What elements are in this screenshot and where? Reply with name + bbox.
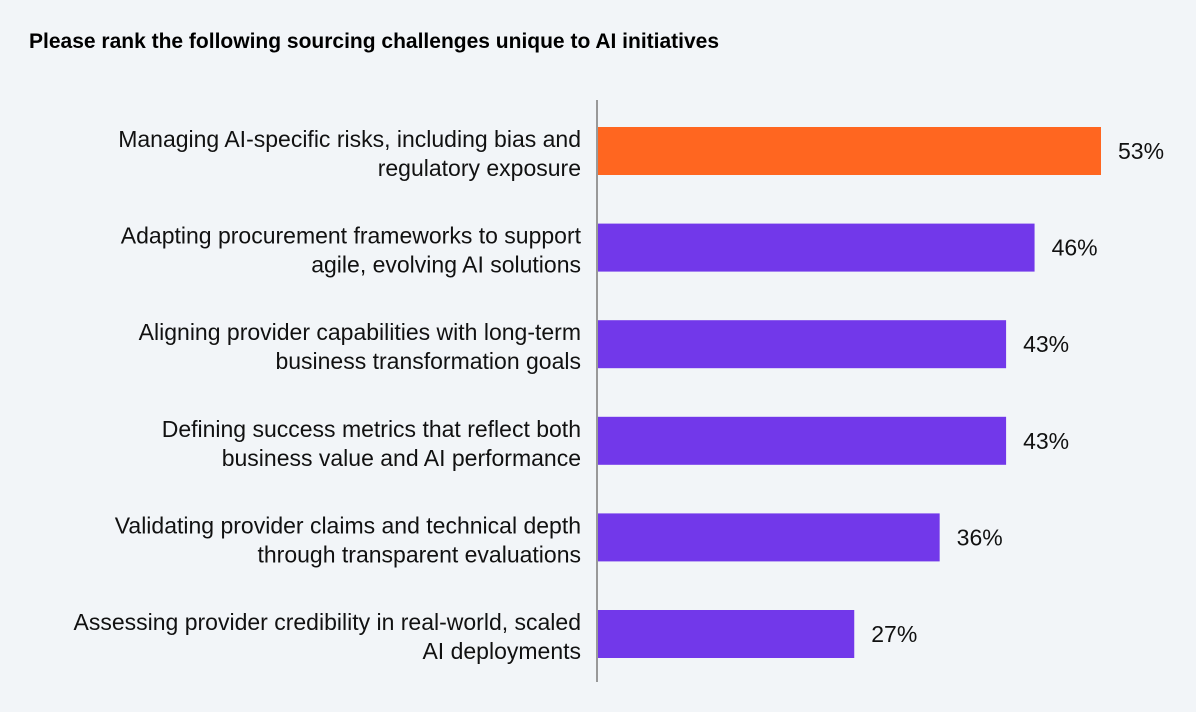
bar xyxy=(598,223,1035,272)
value-label: 36% xyxy=(957,524,1003,550)
value-label: 43% xyxy=(1023,331,1069,357)
value-label: 43% xyxy=(1023,428,1069,454)
category-label: Assessing provider credibility in real-w… xyxy=(74,609,581,664)
category-label: Defining success metrics that reflect bo… xyxy=(162,416,581,471)
category-label: Aligning provider capabilities with long… xyxy=(139,319,581,374)
chart-title: Please rank the following sourcing chall… xyxy=(29,30,720,53)
category-label: Adapting procurement frameworks to suppo… xyxy=(121,223,582,278)
category-label: Managing AI-specific risks, including bi… xyxy=(118,126,581,181)
bar xyxy=(598,610,855,658)
bar xyxy=(598,416,1007,465)
value-label: 46% xyxy=(1052,235,1098,261)
category-label: Validating provider claims and technical… xyxy=(115,512,581,567)
value-label: 53% xyxy=(1118,138,1164,164)
value-label: 27% xyxy=(871,621,917,647)
bar xyxy=(598,320,1007,369)
bar xyxy=(598,127,1101,175)
bar xyxy=(598,513,940,562)
